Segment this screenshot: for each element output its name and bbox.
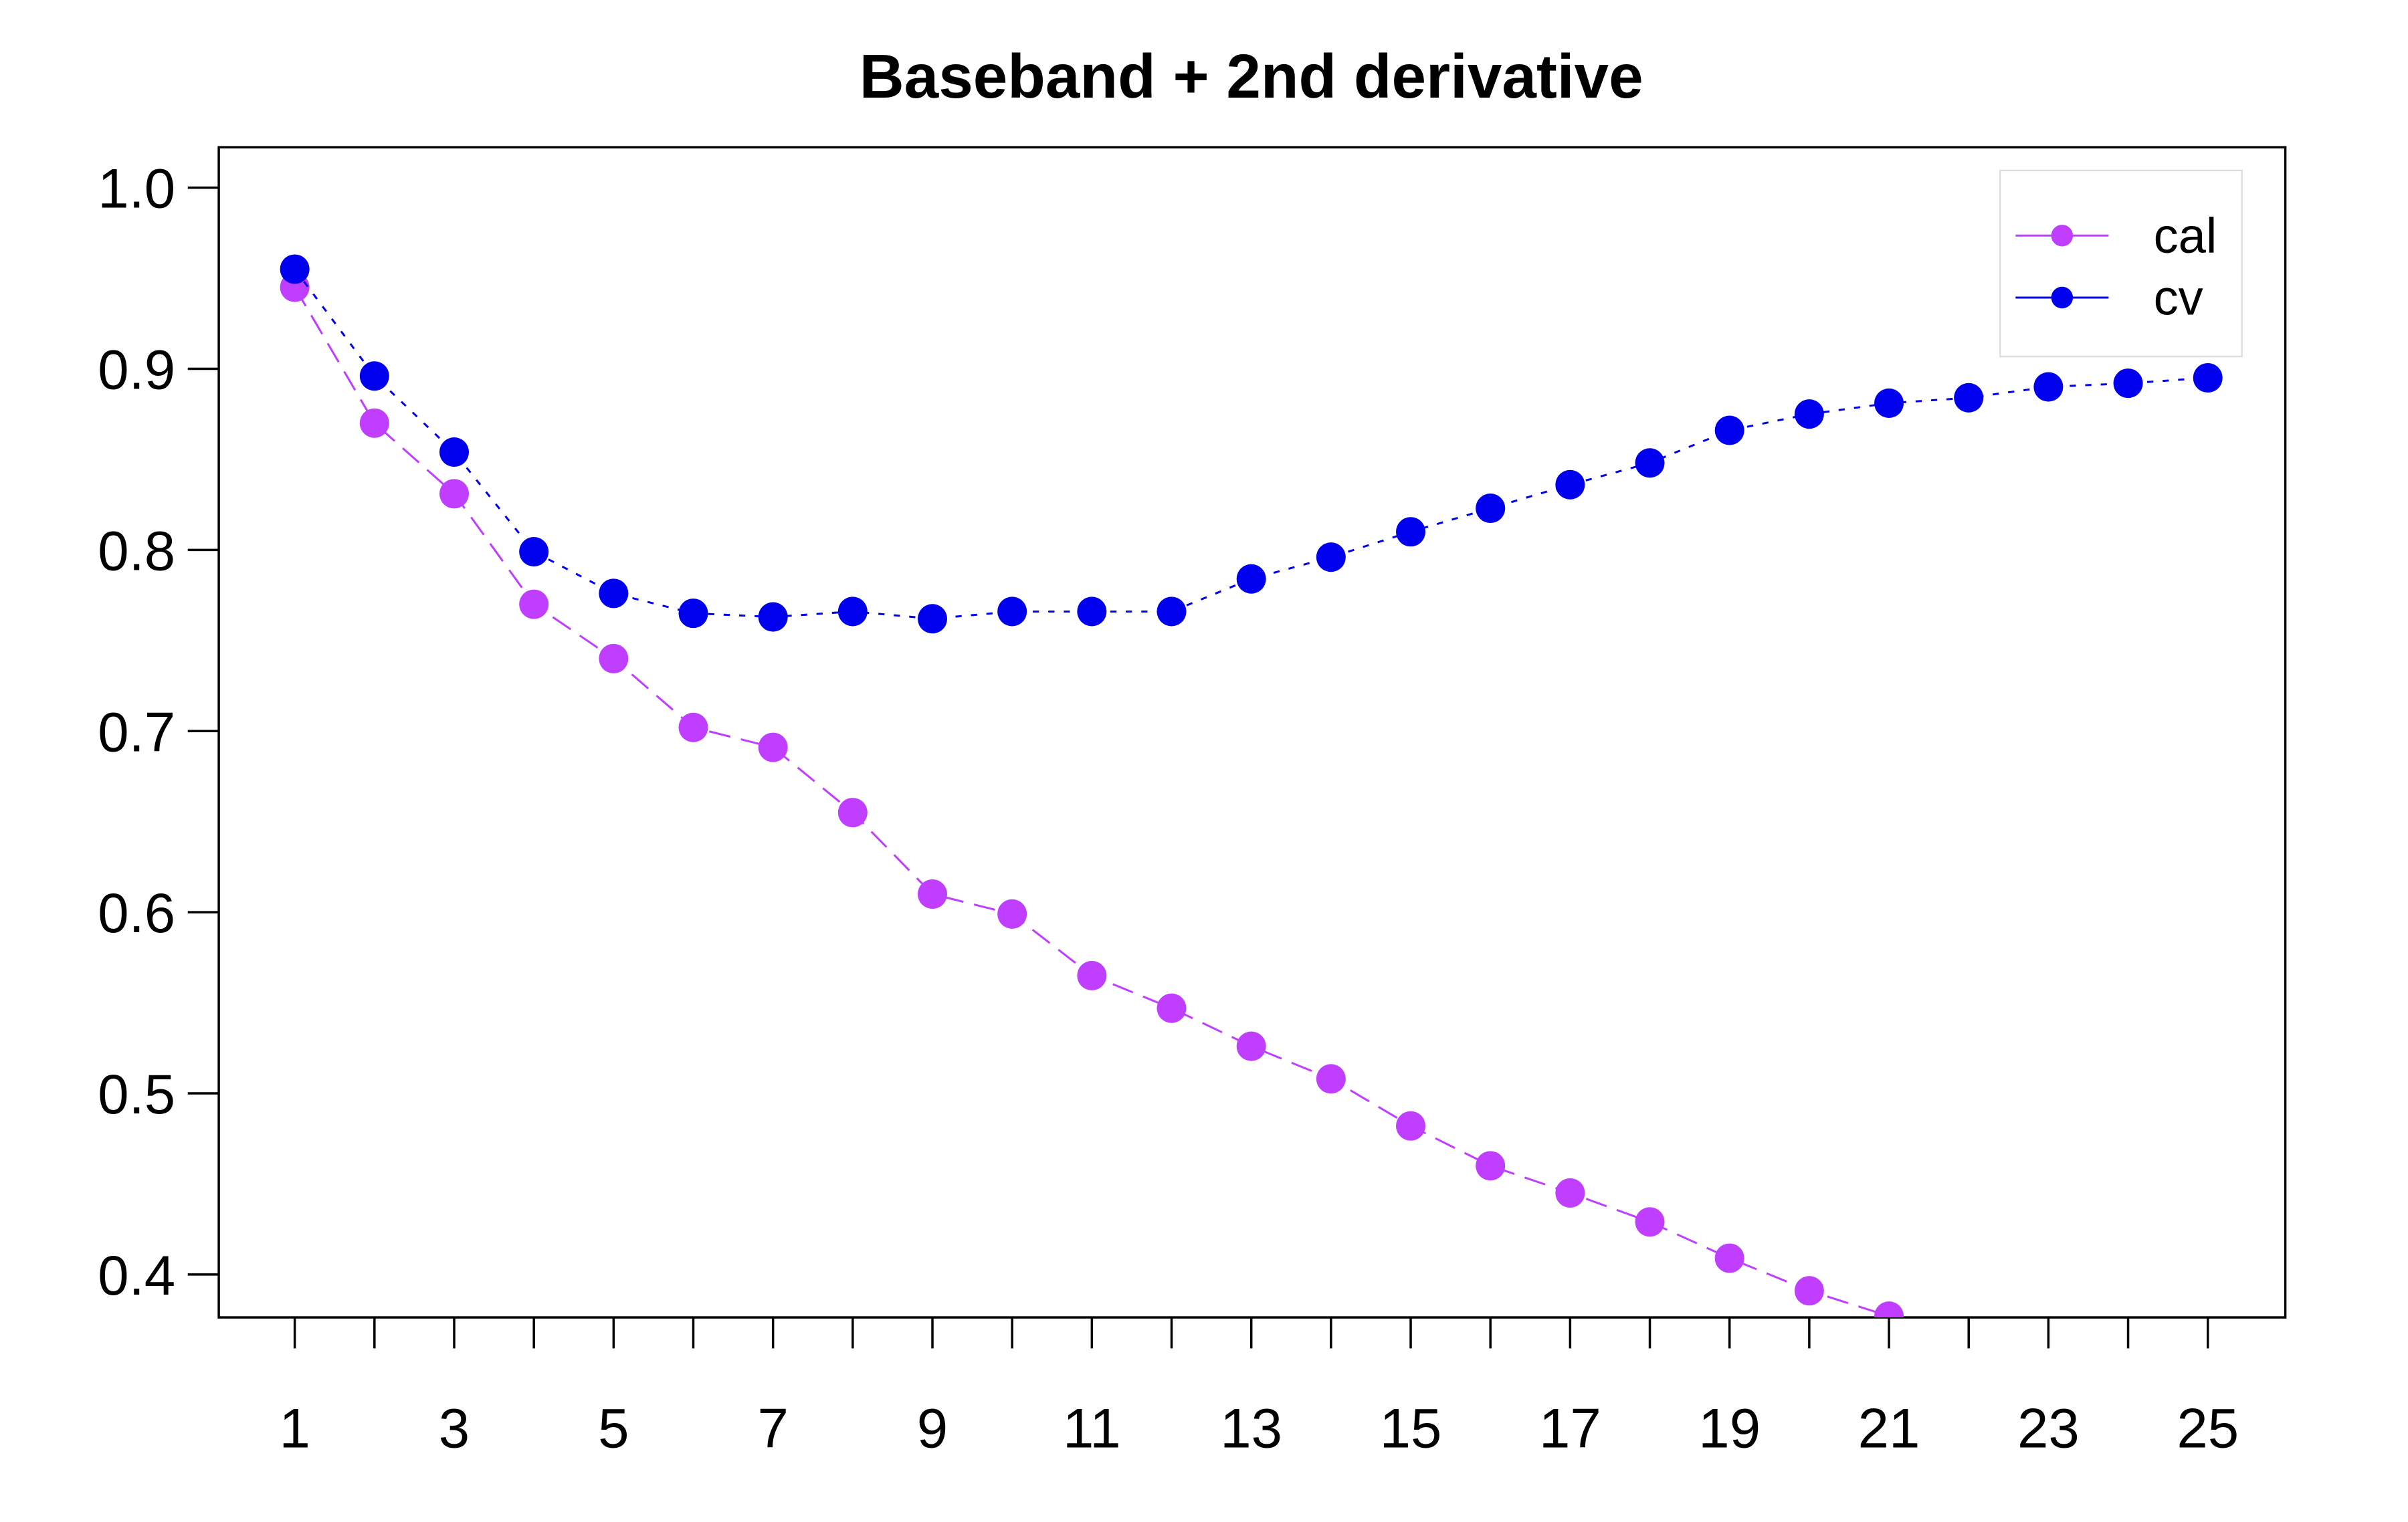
data-point: [1236, 564, 1266, 594]
data-point: [1236, 1031, 1266, 1061]
x-tick-label: 9: [917, 1397, 948, 1460]
data-point: [1794, 1276, 1824, 1306]
data-point: [599, 643, 629, 673]
data-point: [1476, 494, 1506, 524]
data-point: [997, 596, 1027, 627]
x-tick-label: 23: [2017, 1397, 2080, 1460]
data-point: [1316, 1064, 1346, 1094]
data-point: [758, 732, 788, 762]
data-point: [837, 596, 868, 627]
x-tick-label: 11: [1063, 1397, 1121, 1460]
x-tick-label: 3: [439, 1397, 470, 1460]
data-point: [1396, 517, 1426, 547]
data-point: [997, 899, 1027, 929]
y-tick-label: 0.7: [98, 700, 175, 763]
y-tick-label: 0.5: [98, 1063, 175, 1125]
data-point: [519, 589, 549, 619]
x-tick-label: 1: [279, 1397, 310, 1460]
y-tick-label: 0.9: [98, 338, 175, 401]
data-point: [2113, 368, 2143, 399]
data-point: [519, 537, 549, 567]
series-line: [294, 286, 1890, 1317]
data-point: [2193, 362, 2223, 393]
x-tick-label: 13: [1220, 1397, 1282, 1460]
x-tick-label: 19: [1698, 1397, 1761, 1460]
data-point: [439, 437, 470, 467]
data-point: [1476, 1151, 1506, 1181]
y-tick-label: 0.6: [98, 881, 175, 944]
data-point: [1794, 399, 1824, 429]
data-point: [359, 408, 389, 438]
data-point: [678, 712, 708, 742]
data-point: [1635, 448, 1665, 478]
data-point: [1555, 1178, 1585, 1208]
data-point: [359, 361, 389, 391]
x-tick-label: 7: [757, 1397, 788, 1460]
data-point: [2033, 372, 2064, 402]
legend-marker: [2051, 225, 2074, 247]
data-point: [1874, 388, 1904, 418]
data-point: [1077, 596, 1107, 627]
y-tick-label: 0.4: [98, 1244, 175, 1307]
data-point: [1874, 1301, 1904, 1318]
x-tick-label: 5: [598, 1397, 629, 1460]
x-tick-label: 17: [1539, 1397, 1601, 1460]
data-point: [917, 879, 948, 909]
data-point: [1954, 383, 1984, 413]
legend-box: [1999, 169, 2243, 358]
legend-marker: [2051, 286, 2074, 309]
data-point: [439, 479, 470, 509]
data-point: [1396, 1111, 1426, 1141]
data-point: [1635, 1207, 1665, 1237]
data-point: [599, 578, 629, 609]
data-point: [1555, 469, 1585, 500]
y-tick-label: 0.8: [98, 519, 175, 582]
data-point: [1077, 960, 1107, 990]
data-point: [837, 798, 868, 828]
plot-frame: [217, 146, 2287, 1319]
data-point: [1157, 596, 1187, 627]
data-point: [917, 604, 948, 634]
data-point: [1157, 993, 1187, 1023]
data-point: [1316, 542, 1346, 572]
y-tick-label: 1.0: [98, 157, 175, 220]
legend-label: cal: [2154, 208, 2217, 263]
x-tick-label: 15: [1380, 1397, 1442, 1460]
data-point: [280, 254, 310, 284]
chart-title: Baseband + 2nd derivative: [860, 41, 1643, 111]
data-point: [678, 599, 708, 629]
legend-label: cv: [2154, 269, 2203, 325]
x-tick-label: 25: [2177, 1397, 2239, 1460]
data-point: [1714, 1243, 1744, 1273]
data-point: [1714, 415, 1744, 445]
data-point: [758, 602, 788, 632]
x-tick-label: 21: [1858, 1397, 1920, 1460]
